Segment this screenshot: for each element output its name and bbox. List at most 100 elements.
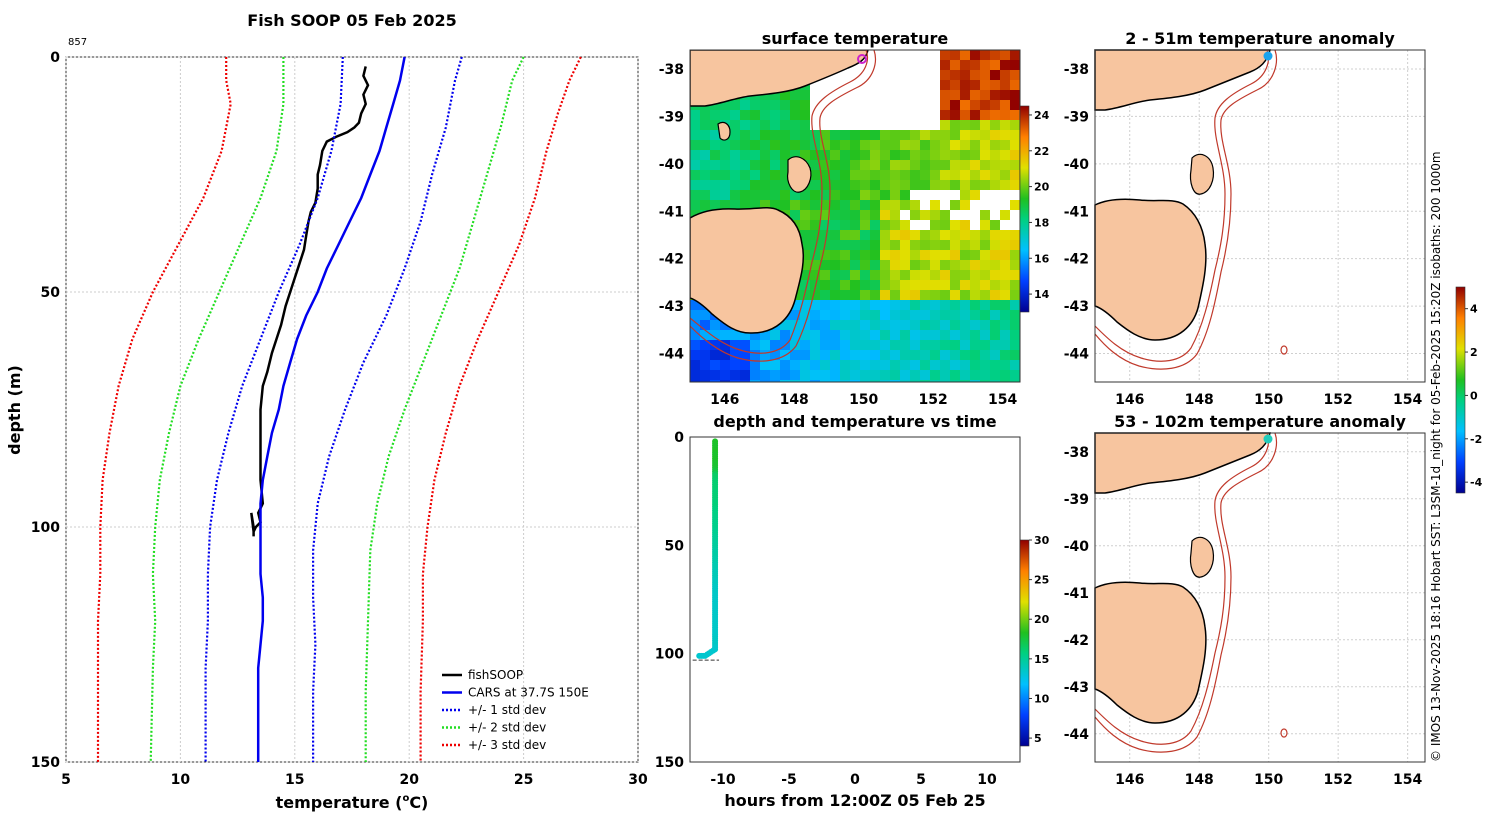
sst-cell xyxy=(830,190,840,200)
sst-cell xyxy=(690,160,700,170)
sst-cell xyxy=(840,300,850,310)
sst-cell xyxy=(900,260,910,270)
sst-cell xyxy=(880,230,890,240)
sst-y-ticks: -38 -39 -40 -41 -42 -43 -44 xyxy=(659,62,685,363)
sst-cell xyxy=(970,350,980,360)
sst-cell xyxy=(860,320,870,330)
sst-cell xyxy=(980,360,990,370)
sst-cell xyxy=(850,180,860,190)
anomaly-deep-map xyxy=(1094,432,1426,763)
sst-cell xyxy=(900,170,910,180)
sst-cell xyxy=(940,340,950,350)
sst-cell xyxy=(970,190,980,200)
sst-cell xyxy=(960,280,970,290)
sst-cell xyxy=(970,370,980,380)
sst-cell xyxy=(930,310,940,320)
sst-cell xyxy=(1010,140,1020,150)
anomaly-deep-x-tick: 152 xyxy=(1324,772,1353,788)
sst-cell xyxy=(870,290,880,300)
sst-cell xyxy=(950,130,960,140)
sst-cell xyxy=(860,310,870,320)
sst-cell xyxy=(750,160,760,170)
sst-cell xyxy=(690,130,700,140)
sst-cell xyxy=(960,310,970,320)
depth-time-x-tick: 5 xyxy=(916,772,926,788)
sst-cell xyxy=(980,290,990,300)
sst-cell xyxy=(830,180,840,190)
sst-cell xyxy=(1010,160,1020,170)
sst-cell xyxy=(970,70,980,80)
sst-cell xyxy=(930,130,940,140)
sst-cell xyxy=(990,330,1000,340)
sst-cell xyxy=(970,320,980,330)
sst-cell xyxy=(950,180,960,190)
sst-cell xyxy=(780,140,790,150)
sst-cell xyxy=(830,330,840,340)
sst-cell xyxy=(970,270,980,280)
sst-cell xyxy=(1010,100,1020,110)
sst-cell xyxy=(970,300,980,310)
anomaly-shallow-title: 2 - 51m temperature anomaly xyxy=(1125,29,1395,48)
sst-cell xyxy=(750,180,760,190)
sst-cell xyxy=(1010,180,1020,190)
anomaly-shallow-y-tick: -43 xyxy=(1064,299,1089,315)
sst-cell xyxy=(1010,170,1020,180)
sst-cell xyxy=(940,380,950,382)
sst-cell xyxy=(970,230,980,240)
sst-cell xyxy=(1000,50,1010,60)
sst-cell xyxy=(950,360,960,370)
profile-y-axis-label: depth (m) xyxy=(5,365,24,455)
sst-cell xyxy=(930,320,940,330)
sst-cell xyxy=(890,280,900,290)
profile-axes-frame xyxy=(65,56,639,763)
sst-cell xyxy=(690,120,700,130)
sst-cell xyxy=(820,160,830,170)
sst-cell xyxy=(900,310,910,320)
sst-colorbar-tick: 20 xyxy=(1034,181,1050,194)
sst-cell xyxy=(910,320,920,330)
sst-cell xyxy=(1000,180,1010,190)
sst-cell xyxy=(930,170,940,180)
profile-legend-label: fishSOOP xyxy=(468,668,523,682)
sst-cell xyxy=(800,140,810,150)
sst-cell xyxy=(740,120,750,130)
sst-cell xyxy=(940,80,950,90)
sst-cell xyxy=(980,90,990,100)
sst-cell xyxy=(900,350,910,360)
sst-cell xyxy=(700,350,710,360)
sst-cell xyxy=(920,250,930,260)
sst-cell xyxy=(870,300,880,310)
anomaly-deep-axes-frame xyxy=(1094,432,1426,763)
sst-cell xyxy=(800,150,810,160)
sst-cell xyxy=(900,290,910,300)
sst-cell xyxy=(940,300,950,310)
sst-cell xyxy=(890,350,900,360)
sst-cell xyxy=(940,130,950,140)
sst-cell xyxy=(960,150,970,160)
sst-cell xyxy=(960,130,970,140)
sst-cell xyxy=(920,310,930,320)
sst-cell xyxy=(970,180,980,190)
sst-cell xyxy=(980,330,990,340)
sst-cell xyxy=(870,260,880,270)
sst-cell xyxy=(920,320,930,330)
sst-cell xyxy=(800,120,810,130)
sst-cell xyxy=(870,220,880,230)
sst-cell xyxy=(860,220,870,230)
sst-cell xyxy=(1010,380,1020,382)
sst-cell xyxy=(980,210,990,220)
sst-cell xyxy=(730,120,740,130)
sst-cell xyxy=(790,190,800,200)
sst-cell xyxy=(870,340,880,350)
sst-cell xyxy=(980,110,990,120)
anomaly-deep-y-tick: -41 xyxy=(1064,586,1089,602)
sst-cell xyxy=(940,230,950,240)
sst-cell xyxy=(1010,310,1020,320)
sst-cell xyxy=(840,370,850,380)
sst-cell xyxy=(840,220,850,230)
sst-cell xyxy=(840,180,850,190)
sst-cell xyxy=(930,230,940,240)
sst-cell xyxy=(780,360,790,370)
sst-cell xyxy=(740,140,750,150)
sst-cell xyxy=(700,310,710,320)
